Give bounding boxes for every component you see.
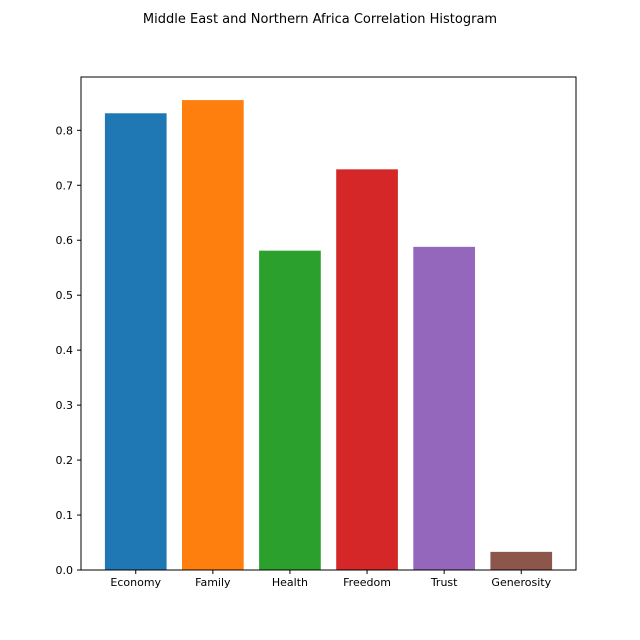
y-tick-label: 0.0: [56, 564, 74, 577]
bar-generosity: [490, 551, 553, 570]
x-tick-label-health: Health: [272, 576, 308, 589]
x-tick-label-generosity: Generosity: [491, 576, 551, 589]
x-tick-label-freedom: Freedom: [343, 576, 391, 589]
y-tick-label: 0.1: [56, 509, 74, 522]
x-tick-label-trust: Trust: [430, 576, 458, 589]
y-axis: 0.0 0.1 0.2 0.3 0.4 0.5 0.6 0.7 0.8: [56, 124, 81, 577]
y-tick-label: 0.4: [56, 344, 74, 357]
bars-group: [104, 100, 553, 571]
y-tick-label: 0.7: [56, 179, 74, 192]
plot-area: 0.0 0.1 0.2 0.3 0.4 0.5 0.6 0.7 0.8 Economy Famil…: [56, 76, 577, 589]
y-tick-label: 0.3: [56, 399, 74, 412]
y-tick-label: 0.6: [56, 234, 74, 247]
x-tick-label-family: Family: [195, 576, 231, 589]
bar-trust: [413, 246, 475, 570]
x-tick-label-economy: Economy: [110, 576, 161, 589]
y-tick-label: 0.2: [56, 454, 74, 467]
axes-frame: [80, 76, 577, 571]
bar-health: [259, 250, 321, 570]
x-axis: Economy Family Health Freedom Trust Generosit…: [110, 570, 552, 589]
bar-family: [182, 100, 244, 570]
chart-title: Middle East and Northern Africa Correlat…: [143, 12, 497, 27]
bar-economy: [104, 113, 167, 571]
bar-freedom: [336, 169, 398, 570]
y-tick-label: 0.8: [56, 124, 74, 137]
y-tick-label: 0.5: [56, 289, 74, 302]
